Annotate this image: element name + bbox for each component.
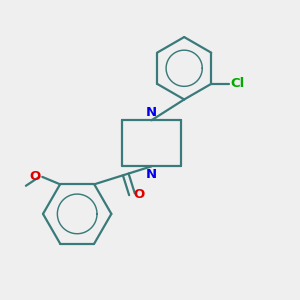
Text: O: O [134, 188, 145, 201]
Text: N: N [146, 168, 157, 181]
Text: O: O [29, 170, 41, 183]
Text: N: N [146, 106, 157, 119]
Text: Cl: Cl [230, 77, 245, 90]
